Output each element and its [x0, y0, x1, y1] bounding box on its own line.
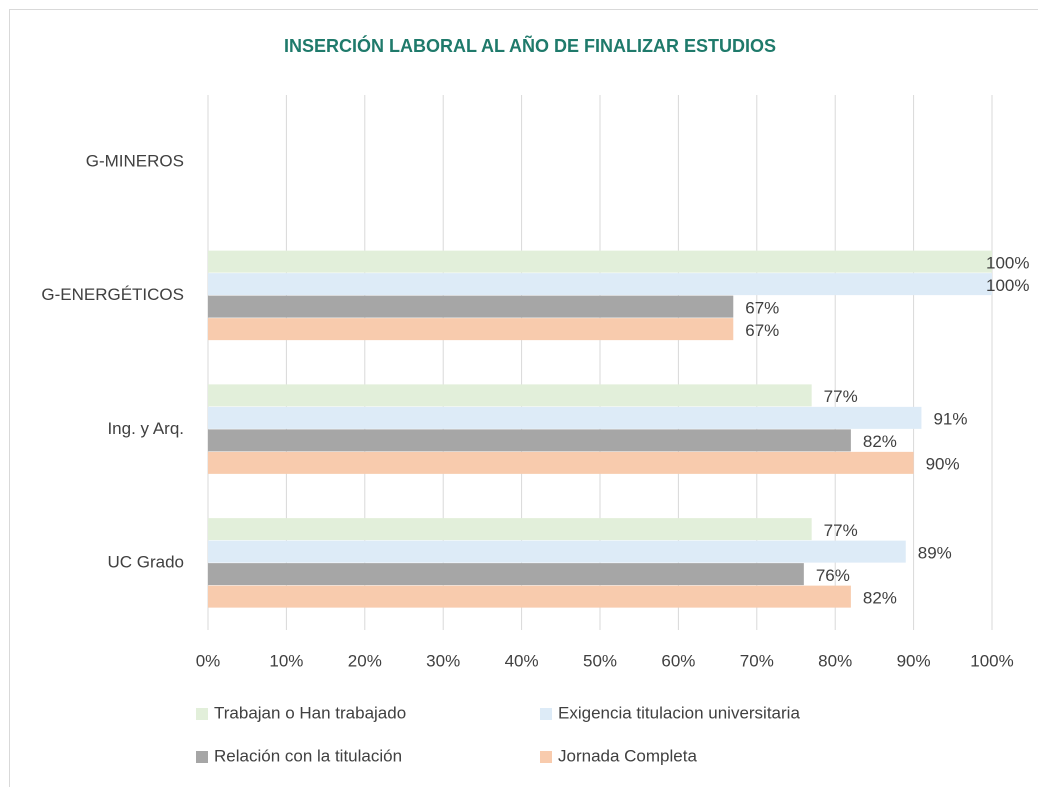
- x-tick-label: 100%: [970, 651, 1013, 670]
- y-tick-label: Ing. y Arq.: [107, 419, 184, 438]
- data-label: 76%: [816, 566, 850, 585]
- data-label: 100%: [986, 276, 1029, 295]
- x-tick-label: 20%: [348, 651, 382, 670]
- legend-swatch: [540, 708, 552, 720]
- bar: [208, 563, 804, 586]
- y-tick-label: UC Grado: [107, 553, 184, 572]
- data-label: 82%: [863, 588, 897, 607]
- data-label: 89%: [918, 543, 952, 562]
- x-tick-label: 90%: [897, 651, 931, 670]
- data-label: 77%: [824, 521, 858, 540]
- x-tick-label: 70%: [740, 651, 774, 670]
- bar: [208, 406, 922, 429]
- legend-swatch: [540, 751, 552, 763]
- legend-label: Jornada Completa: [558, 746, 697, 765]
- data-label: 67%: [745, 321, 779, 340]
- x-tick-label: 10%: [269, 651, 303, 670]
- y-tick-label: G-ENERGÉTICOS: [41, 285, 184, 304]
- bar: [208, 250, 992, 273]
- data-label: 100%: [986, 253, 1029, 272]
- data-label: 82%: [863, 432, 897, 451]
- data-label: 77%: [824, 387, 858, 406]
- chart-title: INSERCIÓN LABORAL AL AÑO DE FINALIZAR ES…: [284, 35, 776, 56]
- y-tick-label: G-MINEROS: [86, 151, 184, 170]
- x-tick-label: 0%: [196, 651, 221, 670]
- bar: [208, 518, 812, 541]
- data-label: 91%: [933, 410, 967, 429]
- legend-label: Relación con la titulación: [214, 746, 402, 765]
- bar: [208, 295, 734, 318]
- legend-swatch: [196, 708, 208, 720]
- data-label: 67%: [745, 298, 779, 317]
- x-tick-label: 40%: [505, 651, 539, 670]
- bar: [208, 318, 734, 341]
- bar: [208, 273, 992, 296]
- x-tick-label: 50%: [583, 651, 617, 670]
- bar: [208, 384, 812, 407]
- x-tick-label: 60%: [661, 651, 695, 670]
- bar: [208, 451, 914, 474]
- data-label: 90%: [926, 455, 960, 474]
- x-tick-label: 30%: [426, 651, 460, 670]
- bar: [208, 585, 851, 608]
- bar: [208, 429, 851, 452]
- x-tick-label: 80%: [818, 651, 852, 670]
- legend-label: Trabajan o Han trabajado: [214, 703, 406, 722]
- bar: [208, 540, 906, 563]
- legend-label: Exigencia titulacion universitaria: [558, 703, 800, 722]
- legend-swatch: [196, 751, 208, 763]
